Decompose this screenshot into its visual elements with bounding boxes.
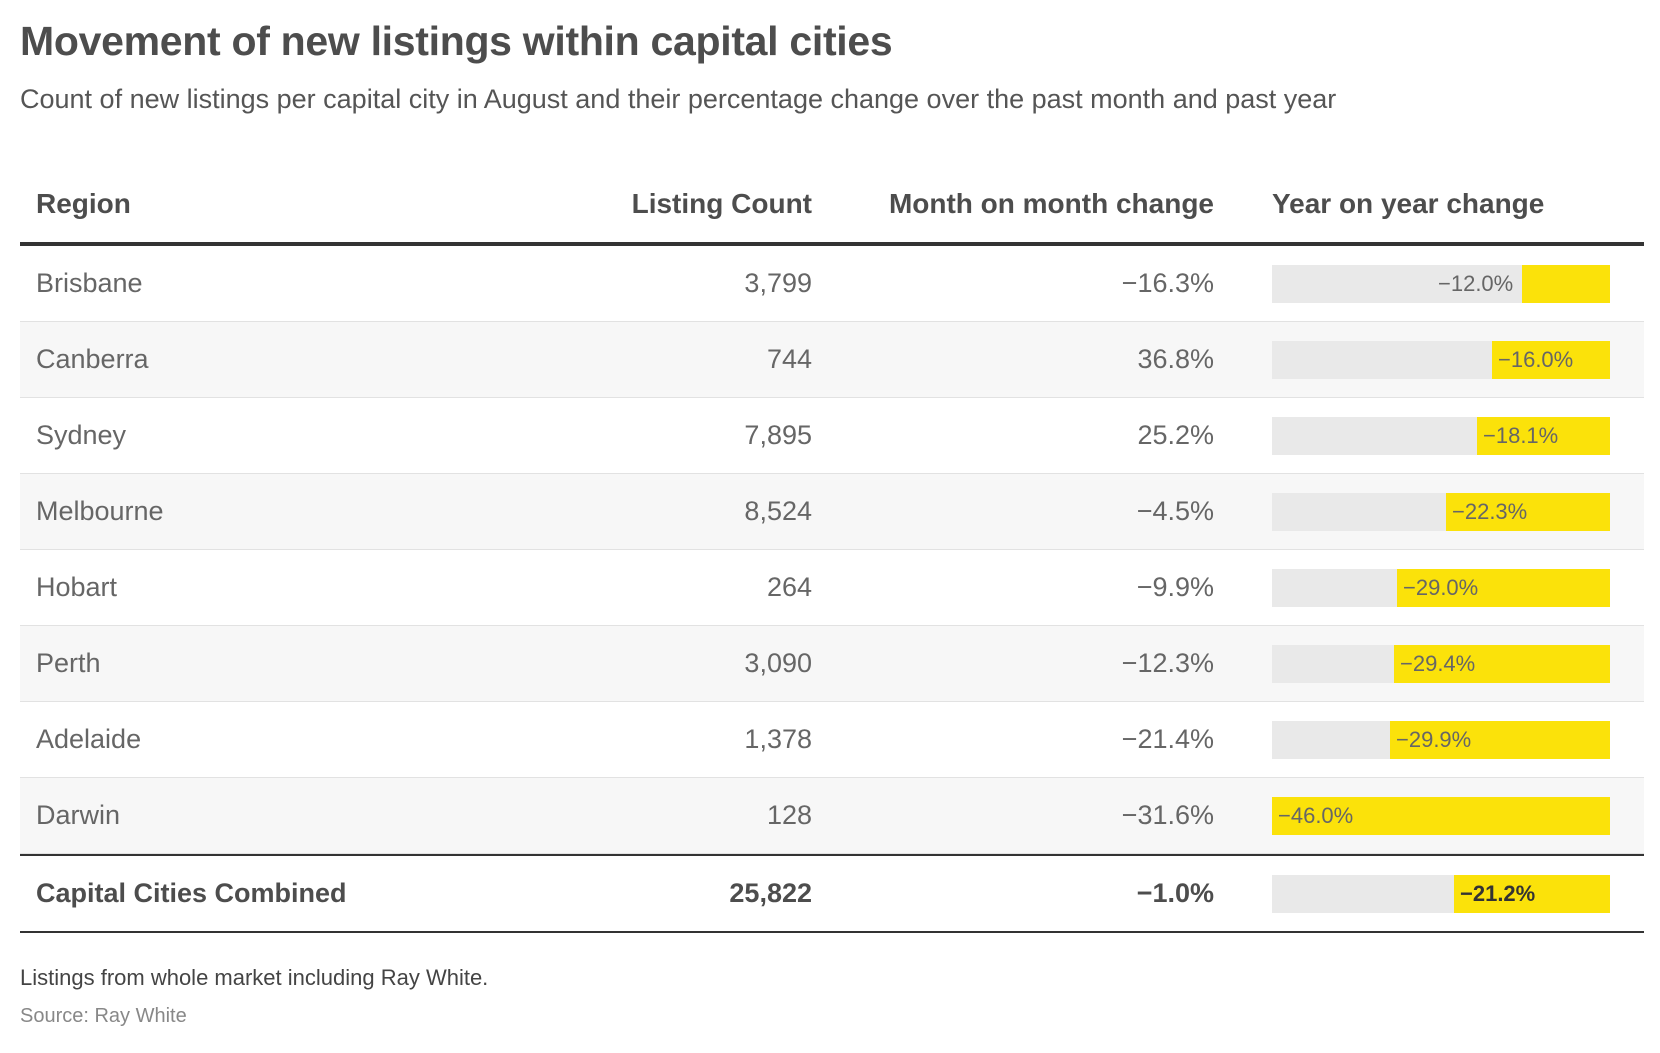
yoy-label: −22.3% bbox=[1452, 499, 1528, 524]
month-change-cell: −31.6% bbox=[1121, 800, 1214, 830]
listing-count-cell: 3,799 bbox=[744, 268, 812, 298]
month-change-cell: −21.4% bbox=[1121, 724, 1214, 754]
region-cell: Capital Cities Combined bbox=[36, 878, 347, 908]
total-row: Capital Cities Combined 25,822 −1.0% −21.2% bbox=[20, 854, 1644, 933]
yoy-bar bbox=[1522, 265, 1610, 303]
yoy-bar-track: −22.3% bbox=[1272, 493, 1610, 531]
listing-count-cell: 8,524 bbox=[744, 496, 812, 526]
yoy-bar bbox=[1477, 417, 1610, 455]
table-row: Melbourne 8,524 −4.5% −22.3% bbox=[20, 474, 1644, 550]
yoy-bar-track: −46.0% bbox=[1272, 797, 1610, 835]
header-month-change: Month on month change bbox=[888, 188, 1214, 219]
yoy-bar-track: −12.0% bbox=[1272, 265, 1610, 303]
footnote: Listings from whole market including Ray… bbox=[20, 965, 489, 990]
yoy-bar-track: −29.0% bbox=[1272, 569, 1610, 607]
region-cell: Canberra bbox=[36, 344, 149, 374]
table-row: Hobart 264 −9.9% −29.0% bbox=[20, 550, 1644, 626]
region-cell: Sydney bbox=[36, 420, 127, 450]
listing-count-cell: 744 bbox=[766, 344, 812, 374]
region-cell: Brisbane bbox=[36, 268, 143, 298]
yoy-bar-track: −29.9% bbox=[1272, 721, 1610, 759]
yoy-bar bbox=[1394, 645, 1610, 683]
yoy-bar-track: −21.2% bbox=[1272, 875, 1610, 913]
month-change-cell: −9.9% bbox=[1136, 572, 1214, 602]
month-change-cell: 25.2% bbox=[1137, 420, 1214, 450]
yoy-label: −12.0% bbox=[1438, 271, 1514, 296]
data-table: Region Listing Count Month on month chan… bbox=[20, 172, 1644, 933]
yoy-bar bbox=[1446, 493, 1610, 531]
yoy-bar-track: −18.1% bbox=[1272, 417, 1610, 455]
source-note: Source: Ray White bbox=[20, 1005, 187, 1027]
region-cell: Darwin bbox=[36, 800, 121, 830]
yoy-label: −16.0% bbox=[1498, 347, 1574, 372]
yoy-bar-track: −16.0% bbox=[1272, 341, 1610, 379]
table-row: Canberra 744 36.8% −16.0% bbox=[20, 322, 1644, 398]
chart-title: Movement of new listings within capital … bbox=[20, 18, 893, 64]
month-change-cell: 36.8% bbox=[1137, 344, 1214, 374]
header-listing-count: Listing Count bbox=[631, 188, 812, 219]
header-region: Region bbox=[36, 188, 131, 219]
region-cell: Perth bbox=[36, 648, 101, 678]
listing-count-cell: 1,378 bbox=[744, 724, 812, 754]
yoy-bar bbox=[1390, 721, 1610, 759]
region-cell: Adelaide bbox=[36, 724, 142, 754]
table-row: Brisbane 3,799 −16.3% −12.0% bbox=[20, 246, 1644, 322]
yoy-label: −46.0% bbox=[1278, 803, 1354, 828]
yoy-label: −18.1% bbox=[1483, 423, 1559, 448]
yoy-bar bbox=[1454, 875, 1610, 913]
month-change-cell: −1.0% bbox=[1136, 878, 1214, 908]
listing-count-cell: 7,895 bbox=[744, 420, 812, 450]
month-change-cell: −12.3% bbox=[1121, 648, 1214, 678]
listing-count-cell: 3,090 bbox=[744, 648, 812, 678]
yoy-label: −29.9% bbox=[1396, 727, 1472, 752]
table-row: Sydney 7,895 25.2% −18.1% bbox=[20, 398, 1644, 474]
chart-subtitle: Count of new listings per capital city i… bbox=[20, 84, 1337, 114]
yoy-label: −21.2% bbox=[1460, 881, 1536, 906]
header-year-change: Year on year change bbox=[1272, 188, 1545, 219]
yoy-bar bbox=[1492, 341, 1610, 379]
yoy-bar bbox=[1272, 797, 1610, 835]
month-change-cell: −16.3% bbox=[1121, 268, 1214, 298]
yoy-label: −29.4% bbox=[1400, 651, 1476, 676]
region-cell: Hobart bbox=[36, 572, 118, 602]
listing-count-cell: 264 bbox=[766, 572, 812, 602]
table-row: Perth 3,090 −12.3% −29.4% bbox=[20, 626, 1644, 702]
yoy-label: −29.0% bbox=[1403, 575, 1479, 600]
listing-count-cell: 128 bbox=[766, 800, 812, 830]
table-row: Adelaide 1,378 −21.4% −29.9% bbox=[20, 702, 1644, 778]
table-header: Region Listing Count Month on month chan… bbox=[20, 172, 1644, 246]
table-row: Darwin 128 −31.6% −46.0% bbox=[20, 778, 1644, 854]
month-change-cell: −4.5% bbox=[1136, 496, 1214, 526]
yoy-bar-track: −29.4% bbox=[1272, 645, 1610, 683]
listing-count-cell: 25,822 bbox=[729, 878, 812, 908]
yoy-bar bbox=[1397, 569, 1610, 607]
region-cell: Melbourne bbox=[36, 496, 164, 526]
